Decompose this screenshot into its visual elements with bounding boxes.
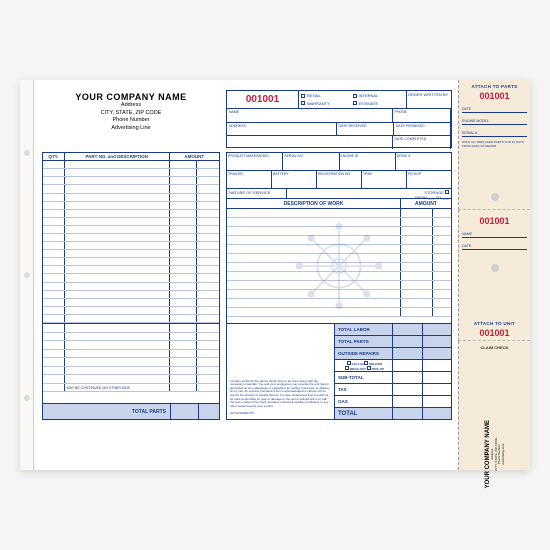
written-by-label: ORDER WRITTEN BY [407, 91, 451, 108]
stub-order-number: 001001 [459, 328, 530, 338]
company-name: YOUR COMPANY NAME [42, 92, 220, 102]
outside-repairs-label: OUTSIDE REPAIRS [335, 348, 393, 359]
stub-order-number: 001001 [462, 91, 527, 101]
total-parts-label: TOTAL PARTS [335, 336, 393, 347]
continued-note: MAY BE CONTINUED ON OTHER SIDE [65, 384, 170, 392]
checkbox-icon[interactable] [353, 101, 357, 105]
desc-work-header: DESCRIPTION OF WORK [227, 199, 401, 208]
claim-company-info: YOUR COMPANY NAME Address CITY, STATE, Z… [484, 394, 504, 514]
desc-amount-header: AMOUNT [401, 199, 451, 208]
subtotal-label: SUB-TOTAL [335, 372, 393, 383]
repair-order-form: YOUR COMPANY NAME Address CITY, STATE, Z… [20, 80, 530, 470]
parts-rows[interactable] [43, 161, 219, 323]
company-citystate: CITY, STATE, ZIP CODE [42, 110, 220, 118]
company-phone: Phone Number [42, 117, 220, 125]
punch-hole [491, 264, 499, 272]
stub-attach-parts: ATTACH TO PARTS 001001 DATE ENGINE MODEL… [458, 80, 530, 210]
stub-attach-unit: 001001 NAME DATE ATTACH TO UNIT 001001 [458, 210, 530, 340]
company-header: YOUR COMPANY NAME Address CITY, STATE, Z… [42, 90, 220, 148]
col-amount: AMOUNT [170, 153, 219, 160]
company-address: Address [42, 102, 220, 110]
work-description-block: PRODUCT MAKE/MODELSERIAL NO.ENGINE IDDRI… [226, 152, 452, 324]
binding-strip [20, 80, 34, 470]
ship-wheel-icon [294, 221, 384, 311]
order-number-cell: 001001 [227, 91, 299, 108]
main-form-area: YOUR COMPANY NAME Address CITY, STATE, Z… [34, 80, 458, 470]
parts-table: QTY. PART NO. and DESCRIPTION AMOUNT [42, 152, 220, 324]
authorization-text: I hereby authorize the above repair work… [227, 324, 335, 419]
order-info-box: 001001 RETAIL INTERNAL WARRANTY ESTIMATE… [226, 90, 452, 148]
checkbox-icon[interactable] [301, 101, 305, 105]
tax-label: TAX [335, 384, 393, 395]
col-qty: QTY. [43, 153, 65, 160]
company-adv: Advertising Line [42, 125, 220, 133]
stub-claim-check: CLAIM CHECK YOUR COMPANY NAME Address CI… [458, 341, 530, 470]
punch-hole [24, 395, 30, 401]
tear-off-stubs: ATTACH TO PARTS 001001 DATE ENGINE MODEL… [458, 80, 530, 470]
col-part: PART NO. and DESCRIPTION [65, 153, 170, 160]
total-parts-row: TOTAL PARTS [43, 403, 219, 419]
stub-order-number: 001001 [462, 216, 527, 226]
checkbox-icon[interactable] [301, 94, 305, 98]
work-description-rows[interactable] [227, 209, 451, 323]
gas-label: GAS [335, 396, 393, 407]
order-number: 001001 [246, 94, 279, 105]
totals-block: I hereby authorize the above repair work… [226, 324, 452, 420]
grand-total-label: TOTAL [335, 408, 393, 419]
punch-hole [24, 150, 30, 156]
checkbox-icon[interactable] [353, 94, 357, 98]
parts-table-bottom: MAY BE CONTINUED ON OTHER SIDE TOTAL PAR… [42, 324, 220, 420]
total-labor-label: TOTAL LABOR [335, 324, 393, 335]
order-type-checks: RETAIL INTERNAL WARRANTY ESTIMATE [299, 91, 407, 108]
punch-hole [491, 193, 499, 201]
checkbox-icon[interactable] [445, 190, 449, 194]
punch-hole [24, 272, 30, 278]
